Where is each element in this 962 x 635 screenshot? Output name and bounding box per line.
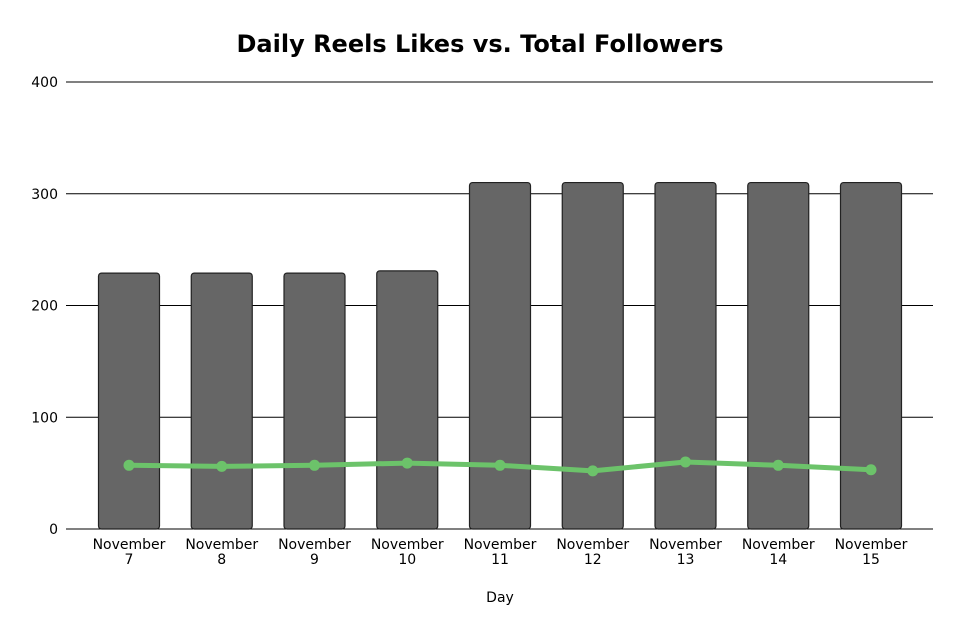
line-point — [865, 464, 877, 476]
x-tick-label: November 8 — [185, 537, 258, 568]
x-axis-label: Day — [486, 590, 514, 606]
bar — [97, 272, 161, 530]
x-tick-label: November 15 — [835, 537, 908, 568]
bar — [747, 181, 810, 530]
x-tick-label: November 14 — [742, 537, 815, 568]
x-tick-label: November 13 — [649, 537, 722, 568]
bar — [376, 270, 439, 530]
x-tick-label: November 10 — [371, 537, 444, 568]
bar — [654, 181, 717, 530]
chart-title: Daily Reels Likes vs. Total Followers — [237, 30, 724, 58]
y-tick-label: 0 — [49, 522, 58, 538]
line-point — [401, 457, 413, 469]
bar — [561, 181, 624, 530]
bar — [190, 272, 253, 530]
y-tick-label: 300 — [31, 187, 58, 203]
line-point — [216, 460, 228, 472]
line-point — [587, 465, 599, 477]
line-series — [123, 456, 877, 477]
y-tick-label: 200 — [31, 299, 58, 315]
x-tick-label: November 9 — [278, 537, 351, 568]
bar-series — [97, 181, 903, 530]
x-axis-ticks: November 7 November 8 November 9 November 10 Nov… — [93, 537, 908, 568]
x-tick-label: November 7 — [93, 537, 166, 568]
y-axis-ticks: 0 100 200 300 400 — [31, 75, 58, 538]
line-point — [309, 459, 320, 471]
bar — [839, 181, 903, 530]
line-point — [123, 459, 135, 471]
line-point — [772, 459, 784, 471]
y-tick-label: 400 — [31, 75, 58, 91]
x-tick-label: November 11 — [464, 537, 537, 568]
x-tick-label: November 12 — [556, 537, 629, 568]
bar — [468, 181, 532, 530]
line-point — [494, 459, 506, 471]
bar — [283, 272, 346, 530]
y-tick-label: 100 — [31, 410, 58, 426]
line-point — [680, 456, 691, 468]
